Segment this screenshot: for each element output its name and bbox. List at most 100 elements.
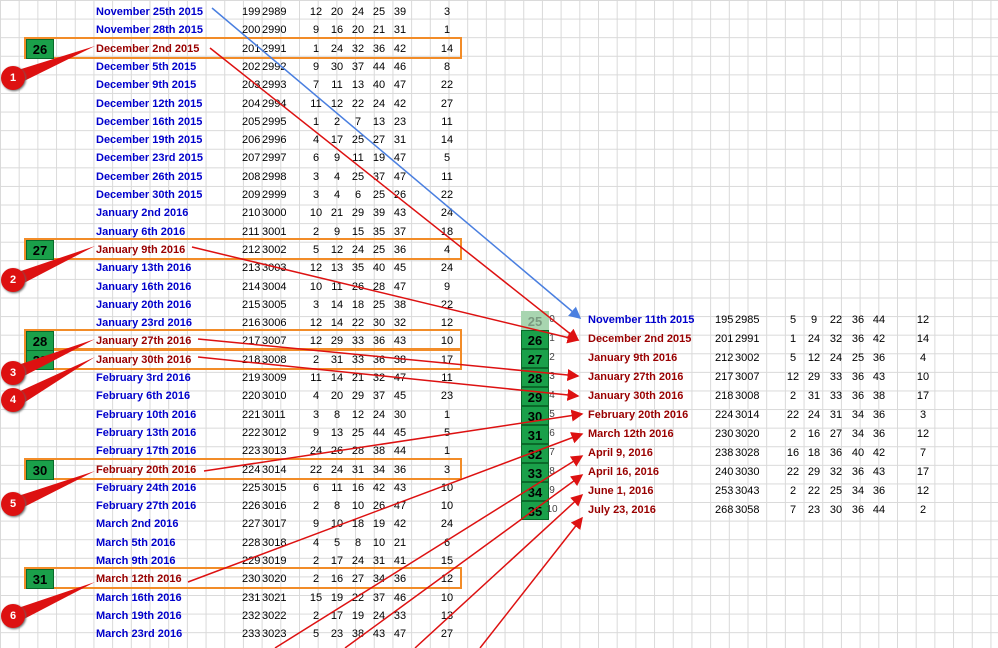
- callout-marker-2: 2: [1, 268, 25, 292]
- table-row[interactable]: March 23rd 2016 233 3023 5 23 38 43 47 27: [0, 625, 470, 643]
- ball-number: 13: [330, 426, 344, 439]
- table-row[interactable]: December 12th 2015 204 2994 11 12 22 24 42 27: [0, 95, 470, 113]
- table-row[interactable]: January 2nd 2016 210 3000 10 21 29 39 43 24: [0, 204, 470, 222]
- ball-number: 13: [351, 79, 365, 92]
- callout-marker-5: 5: [1, 492, 25, 516]
- table-row[interactable]: March 16th 2016 231 3021 15 19 22 37 46 10: [0, 589, 470, 607]
- table-row[interactable]: January 20th 2016 215 3005 3 14 18 25 38 22: [0, 296, 470, 314]
- draw-number: 3015: [262, 481, 287, 494]
- table-row[interactable]: March 2nd 2016 227 3017 9 10 18 19 42 24: [0, 515, 470, 533]
- ball-number: 7: [789, 504, 797, 516]
- draw-date: March 9th 2016: [96, 555, 176, 567]
- highlight-box: [24, 237, 462, 260]
- ball-number: 19: [330, 591, 344, 604]
- ball-number: 1: [312, 115, 320, 128]
- draw-number: 3021: [262, 591, 287, 604]
- draw-index: 240: [715, 466, 734, 478]
- table-row[interactable]: December 9th 2015 203 2993 7 11 13 40 47 22: [0, 76, 470, 94]
- draw-date: March 12th 2016: [588, 428, 674, 440]
- summary-row[interactable]: January 30th 2016 218 3008 2 31 33 36 38 17: [588, 387, 988, 406]
- draw-index: 232: [242, 609, 261, 622]
- summary-row[interactable]: April 16, 2016 240 3030 22 29 32 36 43 17: [588, 463, 988, 482]
- ball-number: 30: [829, 504, 843, 516]
- ball-number: 7: [312, 79, 320, 92]
- ball-number: 38: [393, 298, 407, 311]
- bonus-ball: 12: [916, 314, 930, 326]
- ball-number: 6: [354, 189, 362, 201]
- draw-index: 203: [242, 79, 261, 92]
- draw-number: 3023: [262, 628, 287, 641]
- ball-number: 34: [851, 409, 865, 421]
- ball-number: 15: [309, 591, 323, 604]
- summary-row[interactable]: November 11th 2015 195 2985 5 9 22 36 44 12: [588, 311, 988, 330]
- table-row[interactable]: December 26th 2015 208 2998 3 4 25 37 47 11: [0, 168, 470, 186]
- draw-number: 3009: [262, 372, 287, 384]
- table-row[interactable]: December 30th 2015 209 2999 3 4 6 25 26 22: [0, 186, 470, 204]
- table-row[interactable]: December 5th 2015 202 2992 9 30 37 44 46 8: [0, 58, 470, 76]
- draw-number: 2985: [735, 314, 760, 326]
- ball-number: 13: [330, 262, 344, 275]
- ball-number: 43: [372, 628, 386, 641]
- ordinal-label: 10: [546, 504, 558, 515]
- draw-number: 3016: [262, 500, 287, 513]
- ball-number: 4: [312, 134, 320, 147]
- ball-number: 20: [330, 6, 344, 18]
- summary-row[interactable]: January 27th 2016 217 3007 12 29 33 36 43 10: [588, 368, 988, 387]
- callout-marker-1: 1: [1, 66, 25, 90]
- table-row[interactable]: February 13th 2016 222 3012 9 13 25 44 45 5: [0, 424, 470, 442]
- ball-number: 34: [851, 428, 865, 440]
- summary-row[interactable]: July 23, 2016 268 3058 7 23 30 36 44 2: [588, 501, 988, 520]
- draw-index: 224: [715, 409, 734, 421]
- table-row[interactable]: February 27th 2016 226 3016 2 8 10 26 47 10: [0, 497, 470, 515]
- table-row[interactable]: February 24th 2016 225 3015 6 11 16 42 43 10: [0, 479, 470, 497]
- draw-index: 219: [242, 372, 261, 384]
- ball-number: 17: [330, 134, 344, 147]
- draw-date: January 9th 2016: [588, 352, 678, 364]
- table-row[interactable]: January 16th 2016 214 3004 10 11 26 28 47 9: [0, 278, 470, 296]
- draw-date: January 13th 2016: [96, 262, 192, 275]
- table-row[interactable]: March 5th 2016 228 3018 4 5 8 10 21 6: [0, 534, 470, 552]
- summary-row[interactable]: December 2nd 2015 201 2991 1 24 32 36 42 14: [588, 330, 988, 349]
- summary-row[interactable]: April 9, 2016 238 3028 16 18 36 40 42 7: [588, 444, 988, 463]
- table-row[interactable]: February 3rd 2016 219 3009 11 14 21 32 47 11: [0, 369, 470, 387]
- ball-number: 30: [393, 408, 407, 421]
- summary-row[interactable]: June 1, 2016 253 3043 2 22 25 34 36 12: [588, 482, 988, 501]
- draw-number: 2991: [735, 333, 760, 345]
- summary-row[interactable]: March 12th 2016 230 3020 2 16 27 34 36 12: [588, 425, 988, 444]
- callout-marker-4: 4: [1, 388, 25, 412]
- highlight-box: [24, 567, 462, 590]
- draw-index: 207: [242, 152, 261, 165]
- draw-date: February 20th 2016: [588, 409, 689, 421]
- draw-index: 227: [242, 518, 261, 531]
- ball-number: 39: [393, 6, 407, 18]
- table-row[interactable]: March 19th 2016 232 3022 2 17 19 24 33 13: [0, 607, 470, 625]
- draw-date: January 2nd 2016: [96, 207, 189, 220]
- sequence-badge: 29: [26, 349, 54, 370]
- table-row[interactable]: January 13th 2016 213 3003 12 13 35 40 45 24: [0, 259, 470, 277]
- bonus-ball: 24: [440, 262, 454, 275]
- ball-number: 42: [872, 333, 886, 345]
- table-row[interactable]: December 16th 2015 205 2995 1 2 7 13 23 11: [0, 113, 470, 131]
- draw-index: 215: [242, 298, 261, 311]
- draw-number: 3002: [735, 352, 760, 364]
- table-row[interactable]: February 10th 2016 221 3011 3 8 12 24 30 1: [0, 406, 470, 424]
- table-row[interactable]: November 25th 2015 199 2989 12 20 24 25 39 3: [0, 3, 470, 21]
- ball-number: 31: [393, 134, 407, 147]
- draw-index: 222: [242, 426, 261, 439]
- draw-date: January 16th 2016: [96, 280, 192, 293]
- draw-date: January 9th 2016: [96, 243, 186, 256]
- table-row[interactable]: December 19th 2015 206 2996 4 17 25 27 31 14: [0, 131, 470, 149]
- summary-row[interactable]: January 9th 2016 212 3002 5 12 24 25 36 4: [588, 349, 988, 368]
- ball-number: 35: [351, 262, 365, 275]
- draw-number: 3000: [262, 207, 287, 220]
- table-row[interactable]: February 6th 2016 220 3010 4 20 29 37 45 23: [0, 387, 470, 405]
- draw-index: 214: [242, 280, 261, 293]
- draw-date: February 10th 2016: [96, 408, 197, 421]
- ball-number: 12: [309, 262, 323, 275]
- ball-number: 19: [372, 152, 386, 165]
- table-row[interactable]: December 23rd 2015 207 2997 6 9 11 19 47 5: [0, 149, 470, 167]
- bonus-ball: 17: [916, 390, 930, 402]
- bonus-ball: 7: [919, 447, 927, 459]
- ball-number: 14: [330, 298, 344, 311]
- summary-row[interactable]: February 20th 2016 224 3014 22 24 31 34 36 3: [588, 406, 988, 425]
